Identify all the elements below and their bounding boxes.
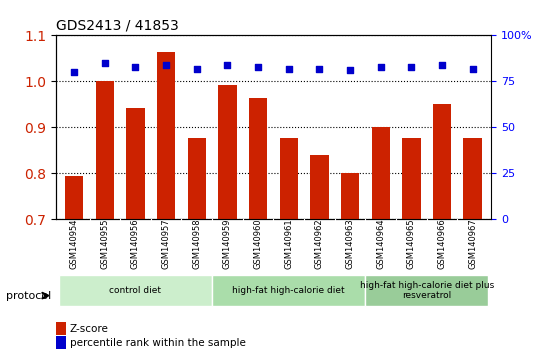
Bar (341, 173, 359, 354)
Text: GSM140965: GSM140965 (407, 218, 416, 269)
Bar (402, 138, 421, 354)
Point (223, 62, 232, 68)
Text: GSM140954: GSM140954 (70, 218, 79, 269)
Bar (218, 85, 237, 354)
Point (70, 69, 79, 75)
Bar (464, 138, 482, 354)
FancyBboxPatch shape (212, 275, 365, 306)
Bar (372, 127, 390, 354)
Point (162, 62, 171, 68)
Bar (187, 138, 206, 354)
Text: high-fat high-calorie diet: high-fat high-calorie diet (233, 286, 345, 295)
Text: GSM140964: GSM140964 (376, 218, 385, 269)
Text: GSM140967: GSM140967 (468, 218, 477, 269)
Text: GSM140955: GSM140955 (100, 218, 109, 269)
Bar (280, 138, 298, 354)
Point (468, 66, 477, 72)
Bar (126, 108, 145, 354)
Bar (95, 81, 114, 354)
Point (193, 66, 201, 72)
Text: GSM140963: GSM140963 (345, 218, 354, 269)
FancyBboxPatch shape (365, 275, 488, 306)
Text: protocol: protocol (6, 291, 51, 301)
Text: percentile rank within the sample: percentile rank within the sample (70, 338, 246, 348)
Point (284, 66, 293, 72)
Point (376, 64, 385, 69)
Point (315, 66, 324, 72)
Text: Z-score: Z-score (70, 324, 109, 333)
Point (407, 64, 416, 69)
Point (345, 68, 354, 73)
Text: GSM140956: GSM140956 (131, 218, 140, 269)
Text: GSM140960: GSM140960 (253, 218, 263, 269)
FancyBboxPatch shape (59, 275, 212, 306)
Text: GSM140961: GSM140961 (284, 218, 294, 269)
Point (131, 64, 140, 69)
Text: GSM140959: GSM140959 (223, 218, 232, 269)
Text: GSM140966: GSM140966 (437, 218, 446, 269)
Text: GSM140957: GSM140957 (162, 218, 171, 269)
Bar (249, 98, 267, 354)
Point (254, 64, 263, 69)
Bar (433, 104, 451, 354)
Bar (310, 155, 329, 354)
Bar (157, 52, 175, 354)
Point (437, 62, 446, 68)
Text: GSM140958: GSM140958 (193, 218, 201, 269)
Text: high-fat high-calorie diet plus
resveratrol: high-fat high-calorie diet plus resverat… (359, 281, 494, 300)
Bar (65, 176, 83, 354)
Point (100, 60, 109, 66)
Text: control diet: control diet (109, 286, 161, 295)
Text: GSM140962: GSM140962 (315, 218, 324, 269)
Text: GDS2413 / 41853: GDS2413 / 41853 (56, 19, 179, 33)
